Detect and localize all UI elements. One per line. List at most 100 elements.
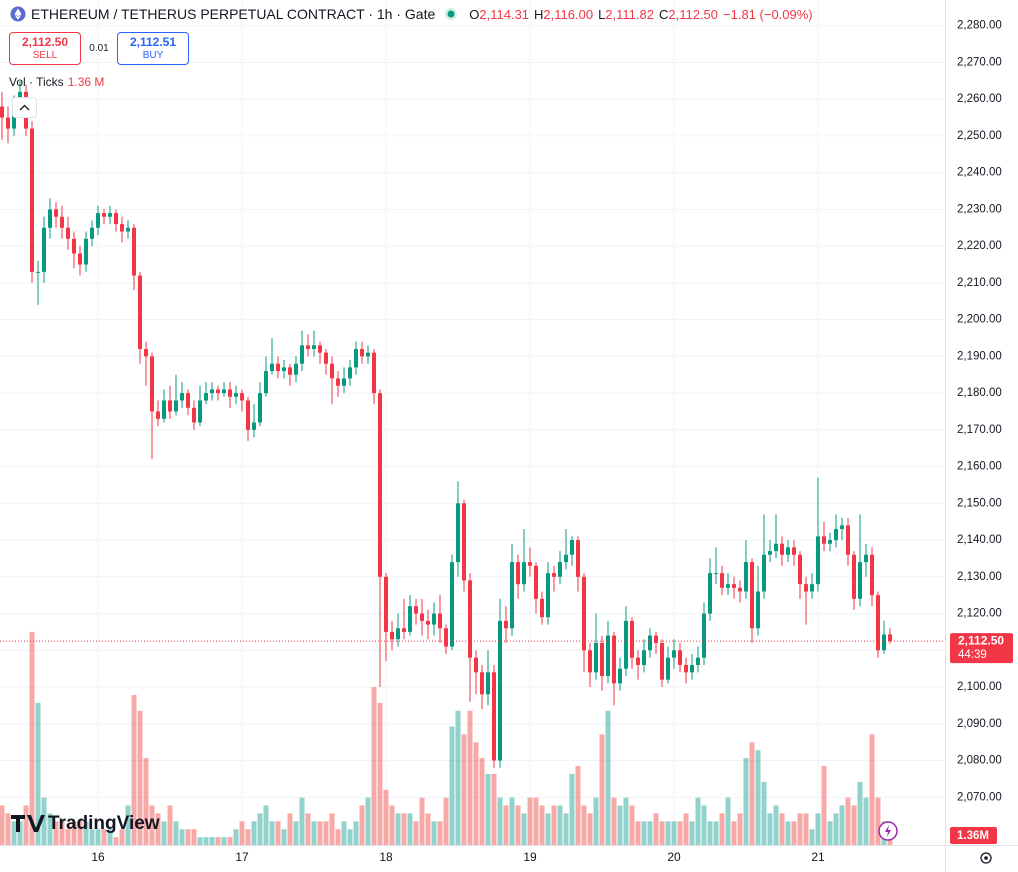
volume-bar	[587, 813, 593, 845]
candle-body	[36, 271, 40, 273]
candle-body	[96, 213, 100, 228]
ohlc-key: L	[598, 6, 606, 22]
volume-bar	[233, 829, 239, 845]
candle-body	[762, 554, 766, 592]
candle-body	[822, 536, 826, 544]
volume-bar	[203, 837, 209, 845]
candle-body	[648, 635, 652, 651]
y-tick-label: 2,100.00	[957, 681, 1002, 693]
volume-bar	[557, 805, 563, 845]
volume-bar	[863, 797, 869, 845]
candle-body	[636, 657, 640, 665]
volume-bar	[815, 813, 821, 845]
candle-body	[786, 547, 790, 555]
ohlc-value: 2,114.31	[479, 6, 530, 22]
volume-bar	[179, 829, 185, 845]
ohlc-key: C	[658, 6, 669, 22]
candle-body	[198, 400, 202, 423]
candle-body	[246, 400, 250, 430]
candle-body	[168, 400, 172, 412]
candle-body	[420, 613, 424, 621]
volume-bar	[437, 821, 443, 845]
candle-body	[258, 393, 262, 423]
candle-body	[162, 400, 166, 419]
buy-price: 2,112.51	[129, 34, 177, 49]
candle-body	[204, 393, 208, 401]
volume-bar	[95, 829, 101, 845]
volume-bar	[713, 821, 719, 845]
volume-bar	[89, 829, 95, 845]
volume-bar	[359, 805, 365, 845]
sell-label: SELL	[32, 49, 58, 61]
x-tick-label: 17	[235, 850, 249, 864]
candle-body	[474, 657, 478, 673]
candle-body	[714, 573, 718, 575]
brand-logo: TradingView	[11, 813, 160, 834]
volume-bar	[299, 797, 305, 845]
volume-bar	[833, 813, 839, 845]
volume-bar	[827, 821, 833, 845]
candle-body	[60, 216, 64, 228]
y-tick-label: 2,250.00	[957, 130, 1002, 142]
volume-bar	[23, 805, 29, 845]
volume-bar	[629, 805, 635, 845]
candle-body	[534, 565, 538, 599]
settings-icon[interactable]	[980, 852, 992, 864]
volume-tag	[950, 827, 997, 844]
y-tick-label: 2,080.00	[957, 755, 1002, 767]
candle-body	[462, 503, 466, 581]
candle-body	[516, 562, 520, 585]
volume-bar	[563, 813, 569, 845]
candle-body	[552, 573, 556, 577]
volume-bar	[269, 821, 275, 845]
candle-body	[426, 620, 430, 625]
volume-bar	[287, 813, 293, 845]
symbol-icon	[10, 6, 26, 22]
collapse-button[interactable]	[12, 97, 37, 118]
candle-body	[864, 554, 868, 563]
collapse-box[interactable]	[12, 97, 37, 118]
flash-button[interactable]	[878, 821, 898, 841]
spread: 0.01	[89, 43, 109, 54]
volume-bar	[149, 805, 155, 845]
y-tick-label: 2,070.00	[957, 791, 1002, 803]
candle-body	[294, 363, 298, 375]
settings-circle[interactable]	[980, 852, 992, 864]
y-tick-label: 2,170.00	[957, 424, 1002, 436]
volume-bar	[539, 805, 545, 845]
volume-bar	[611, 797, 617, 845]
volume-bar	[683, 813, 689, 845]
candle-body	[732, 584, 736, 588]
volume-bar	[215, 837, 221, 845]
candle-body	[546, 573, 550, 618]
candle-body	[456, 503, 460, 563]
volume-bar	[239, 821, 245, 845]
volume-bar	[485, 773, 491, 845]
candle-body	[186, 393, 190, 408]
candle-body	[600, 642, 604, 676]
axes: 2,280.00 2,270.00 2,260.00 2,250.00 2,240.00…	[91, 20, 1013, 864]
candle-body	[738, 587, 742, 592]
candle-body	[372, 352, 376, 394]
candle-body	[288, 367, 292, 375]
candle-body	[684, 664, 688, 673]
ohlc-change: −1.81 (−0.09%)	[723, 6, 813, 22]
volume-bar	[521, 813, 527, 845]
brand-name: TradingView	[48, 813, 160, 834]
volume-bar	[83, 821, 89, 845]
volume-bar	[431, 821, 437, 845]
volume-bar	[449, 726, 455, 845]
y-tick-label: 2,210.00	[957, 277, 1002, 289]
buy-button[interactable]: 2,112.51 BUY	[117, 32, 189, 65]
volume-bar	[695, 797, 701, 845]
sell-button[interactable]: 2,112.50 SELL	[9, 32, 81, 65]
candle-body	[816, 536, 820, 585]
candle-body	[840, 525, 844, 530]
flash-icon	[885, 825, 891, 837]
volume-bar	[329, 813, 335, 845]
candle-body	[576, 540, 580, 577]
volume-bar	[125, 805, 131, 845]
candle-body	[222, 389, 226, 394]
volume-bar	[779, 813, 785, 845]
